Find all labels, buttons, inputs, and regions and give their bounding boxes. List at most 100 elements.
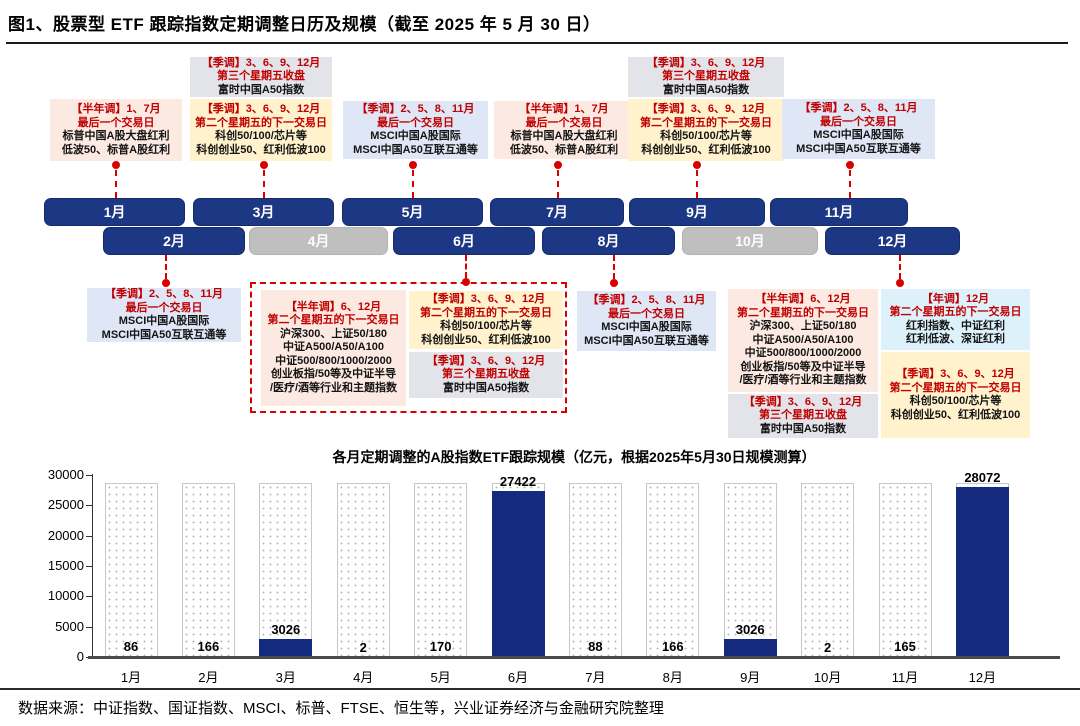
callout-line: MSCI中国A50互联互通等 xyxy=(353,143,478,156)
bar-value-label: 170 xyxy=(429,638,452,654)
footer-divider xyxy=(0,688,1080,690)
connector-dot xyxy=(462,278,470,286)
y-axis-tick xyxy=(86,566,92,567)
bar-value-label: 86 xyxy=(123,639,139,655)
callout-line: 【季调】2、5、8、11月 xyxy=(587,294,706,306)
callout-blue-5: 【季调】2、5、8、11月 最后一个交易日 MSCI中国A股国际 MSCI中国A50互… xyxy=(343,101,488,159)
callout-blue-2: 【季调】2、5、8、11月 最后一个交易日 MSCI中国A股国际 MSCI中国A50互… xyxy=(87,288,241,342)
y-axis xyxy=(92,474,93,658)
connector-dot xyxy=(896,279,904,287)
y-axis-tick xyxy=(86,475,92,476)
month-bar-2月: 2月 xyxy=(103,227,245,255)
callout-line: 【半年调】1、7月 xyxy=(519,103,609,115)
callout-line: MSCI中国A50互联互通等 xyxy=(101,328,227,341)
callout-line: 科创50/100/芯片等 xyxy=(909,395,1002,407)
connector-dot xyxy=(610,279,618,287)
month-bar-8月: 8月 xyxy=(542,227,675,255)
callout-line: 富时中国A50指数 xyxy=(217,83,305,96)
callout-line: 【季调】3、6、9、12月 xyxy=(646,56,766,69)
callout-line: 标普中国A股大盘红利 xyxy=(62,130,170,142)
footer-source: 数据来源：中证指数、国证指数、MSCI、标普、FTSE、恒生等，兴业证券经济与金… xyxy=(18,700,664,717)
callout-line: 最后一个交易日 xyxy=(377,116,454,129)
bar-value-label: 28072 xyxy=(964,469,1001,485)
x-tick-label: 3月 xyxy=(275,670,296,685)
callout-blue-11: 【季调】2、5、8、11月 最后一个交易日 MSCI中国A股国际 MSCI中国A50互… xyxy=(782,99,935,159)
callout-line: 科创50/100/芯片等 xyxy=(660,130,752,142)
bar-value-label: 2 xyxy=(823,639,832,655)
callout-line: 最后一个交易日 xyxy=(125,301,203,314)
month-bar-6月: 6月 xyxy=(393,227,535,255)
callout-line: MSCI中国A50互联互通等 xyxy=(584,334,709,347)
y-tick-label: 20000 xyxy=(47,527,84,543)
callout-line: 中证500/800/1000/2000 xyxy=(275,354,392,367)
callout-line: 科创创业50、红利低波100 xyxy=(196,143,326,156)
x-tick-label: 8月 xyxy=(662,670,683,685)
callout-line: 最后一个交易日 xyxy=(608,307,685,320)
callout-line: 创业板指/50等及中证半导 xyxy=(740,360,866,373)
y-tick-label: 30000 xyxy=(47,467,84,482)
connector-dot xyxy=(260,161,268,169)
callout-line: 中证500/800/1000/2000 xyxy=(744,347,862,360)
callout-line: 富时中国A50指数 xyxy=(662,83,750,96)
callout-line: MSCI中国A股国际 xyxy=(601,321,692,333)
callout-line: 【半年调】6、12月 xyxy=(285,300,382,313)
callout-line: 【季调】2、5、8、11月 xyxy=(105,288,223,300)
callout-line: 红利低波、深证红利 xyxy=(906,333,1005,345)
callout-line: MSCI中国A50互联互通等 xyxy=(796,142,921,155)
callout-line: 第二个星期五的下一交易日 xyxy=(640,116,772,129)
callout-pink-6: 【半年调】6、12月 第二个星期五的下一交易日 沪深300、上证50/180 中证A5… xyxy=(261,290,406,406)
x-tick-label: 1月 xyxy=(120,670,142,685)
connector-dot xyxy=(409,161,417,169)
connector-dot xyxy=(846,161,854,169)
connector-line xyxy=(165,255,167,279)
background-total-bar xyxy=(801,483,855,657)
month-bar-11月: 11月 xyxy=(770,198,908,226)
bar-value-label: 88 xyxy=(588,639,603,655)
page-title: 图1、股票型 ETF 跟踪指数定期调整日历及规模（截至 2025 年 5 月 3… xyxy=(8,15,601,34)
callout-line: 富时中国A50指数 xyxy=(759,422,847,435)
x-axis xyxy=(88,656,1060,659)
bar-value-label: 165 xyxy=(894,638,916,654)
callout-line: 科创创业50、红利低波100 xyxy=(421,333,551,346)
callout-line: MSCI中国A股国际 xyxy=(118,315,210,327)
callout-line: 中证A500/A50/A100 xyxy=(283,341,384,354)
connector-line xyxy=(412,170,414,198)
bar-value-label: 27422 xyxy=(499,473,537,489)
callout-line: 【季调】3、6、9、12月 xyxy=(201,103,321,115)
background-total-bar xyxy=(414,483,468,657)
callout-line: 【季调】3、6、9、12月 xyxy=(426,354,546,367)
callout-line: 【半年调】1、7月 xyxy=(71,103,161,115)
callout-line: 【季调】3、6、9、12月 xyxy=(896,368,1015,380)
connector-line xyxy=(696,170,698,198)
callout-yellow-6: 【季调】3、6、9、12月 第二个星期五的下一交易日 科创50/100/芯片等 科创创… xyxy=(409,291,563,349)
callout-line: 【季调】3、6、9、12月 xyxy=(646,103,766,115)
x-tick-label: 6月 xyxy=(507,670,529,685)
callout-line: 【季调】3、6、9、12月 xyxy=(201,56,321,69)
callout-line: /医疗/酒等行业和主题指数 xyxy=(269,381,398,394)
connector-line xyxy=(899,255,901,279)
value-bar xyxy=(723,638,777,657)
callout-yellow-9: 【季调】3、6、9、12月 第二个星期五的下一交易日 科创50/100/芯片等 科创创… xyxy=(628,99,784,161)
bar-value-label: 166 xyxy=(197,638,220,654)
connector-dot xyxy=(112,161,120,169)
y-axis-tick xyxy=(86,596,92,598)
y-tick-label: 10000 xyxy=(47,588,84,604)
callout-line: 第三个星期五收盘 xyxy=(662,70,750,83)
callout-gray-12: 【季调】3、6、9、12月 第三个星期五收盘 富时中国A50指数 xyxy=(728,394,878,438)
x-tick-label: 10月 xyxy=(813,670,842,685)
background-total-bar xyxy=(723,483,777,657)
callout-line: MSCI中国A股国际 xyxy=(813,129,904,141)
chart-title: 各月定期调整的A股指数ETF跟踪规模（亿元，根据2025年5月30日规模测算） xyxy=(332,449,816,465)
background-total-bar xyxy=(878,483,932,657)
y-axis-tick xyxy=(86,505,92,507)
y-axis-tick xyxy=(86,535,92,537)
y-tick-label: 5000 xyxy=(55,618,84,634)
bar-value-label: 2 xyxy=(359,639,367,655)
callout-line: 第三个星期五收盘 xyxy=(759,409,847,422)
connector-line xyxy=(263,170,265,198)
connector-line xyxy=(115,170,117,198)
callout-line: 标普中国A股大盘红利 xyxy=(510,130,618,142)
callout-line: 最后一个交易日 xyxy=(525,116,603,129)
